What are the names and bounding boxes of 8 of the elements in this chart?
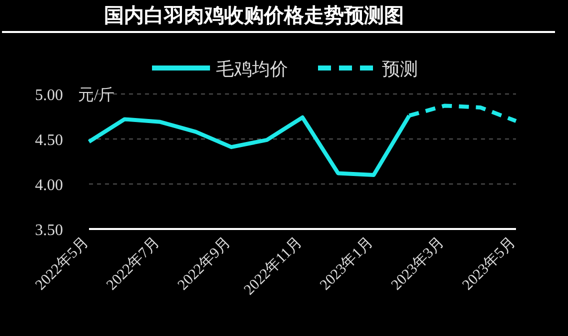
chart-title: 国内白羽肉鸡收购价格走势预测图 [104,5,404,27]
y-tick-label: 4.50 [35,132,63,149]
legend-label: 预测 [382,59,418,79]
y-tick-label: 4.00 [35,177,63,194]
legend-label: 毛鸡均价 [216,59,288,79]
y-tick-label: 5.00 [35,87,63,104]
annotation: 元/斤 [78,86,114,104]
y-tick-label: 3.50 [35,222,63,239]
